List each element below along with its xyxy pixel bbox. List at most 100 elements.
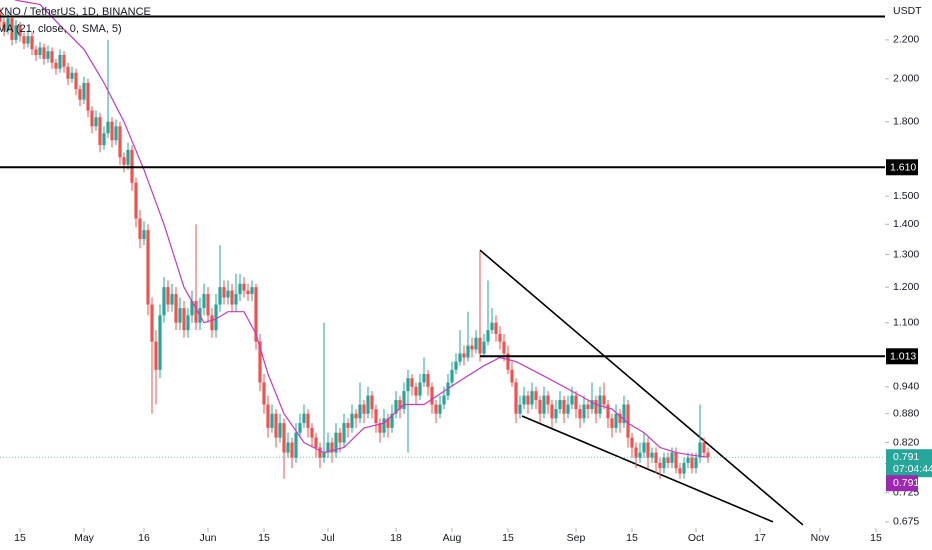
candle-body (282, 423, 286, 453)
candle-body (338, 432, 342, 443)
candle-body (326, 442, 330, 453)
candle-body (306, 413, 310, 428)
candle-body (366, 395, 370, 414)
candle-body (386, 418, 390, 428)
candle-body (210, 315, 214, 331)
candle-body (290, 442, 294, 458)
candle-body (670, 452, 674, 463)
x-tick-label: 17 (754, 532, 766, 544)
candle-body (434, 404, 438, 414)
candle-body (674, 452, 678, 469)
candle-body (14, 25, 18, 40)
candle-body (126, 149, 130, 165)
x-tick-label: Jun (200, 532, 217, 544)
x-tick-label: 18 (390, 532, 402, 544)
candle-body (498, 333, 502, 342)
candle-body (694, 457, 698, 469)
candle-body (110, 121, 114, 141)
candle-body (86, 82, 90, 111)
candle-body (454, 361, 458, 370)
candle-body (490, 322, 494, 331)
candle-body (398, 400, 402, 410)
candle-body (58, 55, 62, 69)
candle-body (262, 382, 266, 405)
candle-body (642, 442, 646, 453)
candle-body (270, 413, 274, 428)
candle-body (574, 395, 578, 410)
candle-body (178, 308, 182, 323)
candle-body (602, 395, 606, 405)
candle-body (686, 457, 690, 463)
candle-body (482, 341, 486, 354)
candle-body (586, 404, 590, 410)
candle-body (122, 157, 126, 165)
candle-body (638, 452, 642, 458)
candle-body (374, 409, 378, 424)
countdown: 07:04:44 (893, 463, 932, 475)
candle-body (74, 72, 78, 90)
candle-body (614, 413, 618, 428)
y-tick-label: 1.100 (893, 316, 919, 328)
candle-body (474, 337, 478, 350)
candle-body (410, 378, 414, 387)
candle-body (382, 418, 386, 433)
candle-body (10, 18, 14, 40)
candle-body (118, 126, 122, 158)
ma-value-box (886, 475, 918, 492)
x-tick-label: 15 (870, 532, 882, 544)
candle-body (98, 117, 102, 146)
candle-body (598, 395, 602, 414)
x-tick-label: 15 (502, 532, 514, 544)
candle-body (206, 294, 210, 316)
candle-body (562, 400, 566, 414)
candle-body (318, 447, 322, 458)
candle-body (458, 353, 462, 362)
candle-body (266, 404, 270, 428)
candle-body (422, 373, 426, 383)
candle-body (594, 400, 598, 414)
candle-body (258, 341, 262, 383)
candle-body (186, 315, 190, 331)
candle-body (314, 437, 318, 448)
x-tick-label: Jul (321, 532, 334, 544)
candle-body (682, 462, 686, 474)
candle-body (54, 62, 58, 69)
candle-body (226, 290, 230, 298)
candle-body (530, 391, 534, 405)
candle-body (678, 468, 682, 474)
indicator-label: MA (21, close, 0, SMA, 5) (0, 23, 122, 35)
candle-body (406, 378, 410, 392)
candle-body (66, 66, 70, 79)
price-label-box (886, 159, 918, 176)
candle-body (390, 413, 394, 428)
candle-body (466, 345, 470, 358)
price-label: 1.610 (890, 162, 916, 174)
candle-body (166, 287, 170, 305)
candle-body (250, 287, 254, 295)
candle-body (414, 386, 418, 396)
candle-body (222, 287, 226, 298)
candle-body (22, 36, 26, 44)
candle-body (202, 294, 206, 309)
x-tick-label: 15 (626, 532, 638, 544)
candle-body (242, 283, 246, 291)
candle-body (294, 432, 298, 458)
x-tick-label: 16 (138, 532, 150, 544)
candle-body (626, 404, 630, 438)
candle-body (394, 400, 398, 414)
y-tick-label: 0.880 (893, 407, 919, 419)
candle-body (462, 353, 466, 358)
candle-body (702, 442, 706, 453)
candle-body (666, 457, 670, 463)
candle-body (450, 369, 454, 383)
candle-body (550, 404, 554, 419)
candle-body (538, 400, 542, 414)
candle-body (442, 395, 446, 405)
price-label: 1.013 (890, 351, 916, 363)
candle-body (114, 126, 118, 141)
candle-body (506, 353, 510, 370)
candle-body (330, 442, 334, 453)
candle-body (46, 51, 50, 59)
candle-body (354, 413, 358, 419)
x-tick-label: Oct (688, 532, 704, 544)
